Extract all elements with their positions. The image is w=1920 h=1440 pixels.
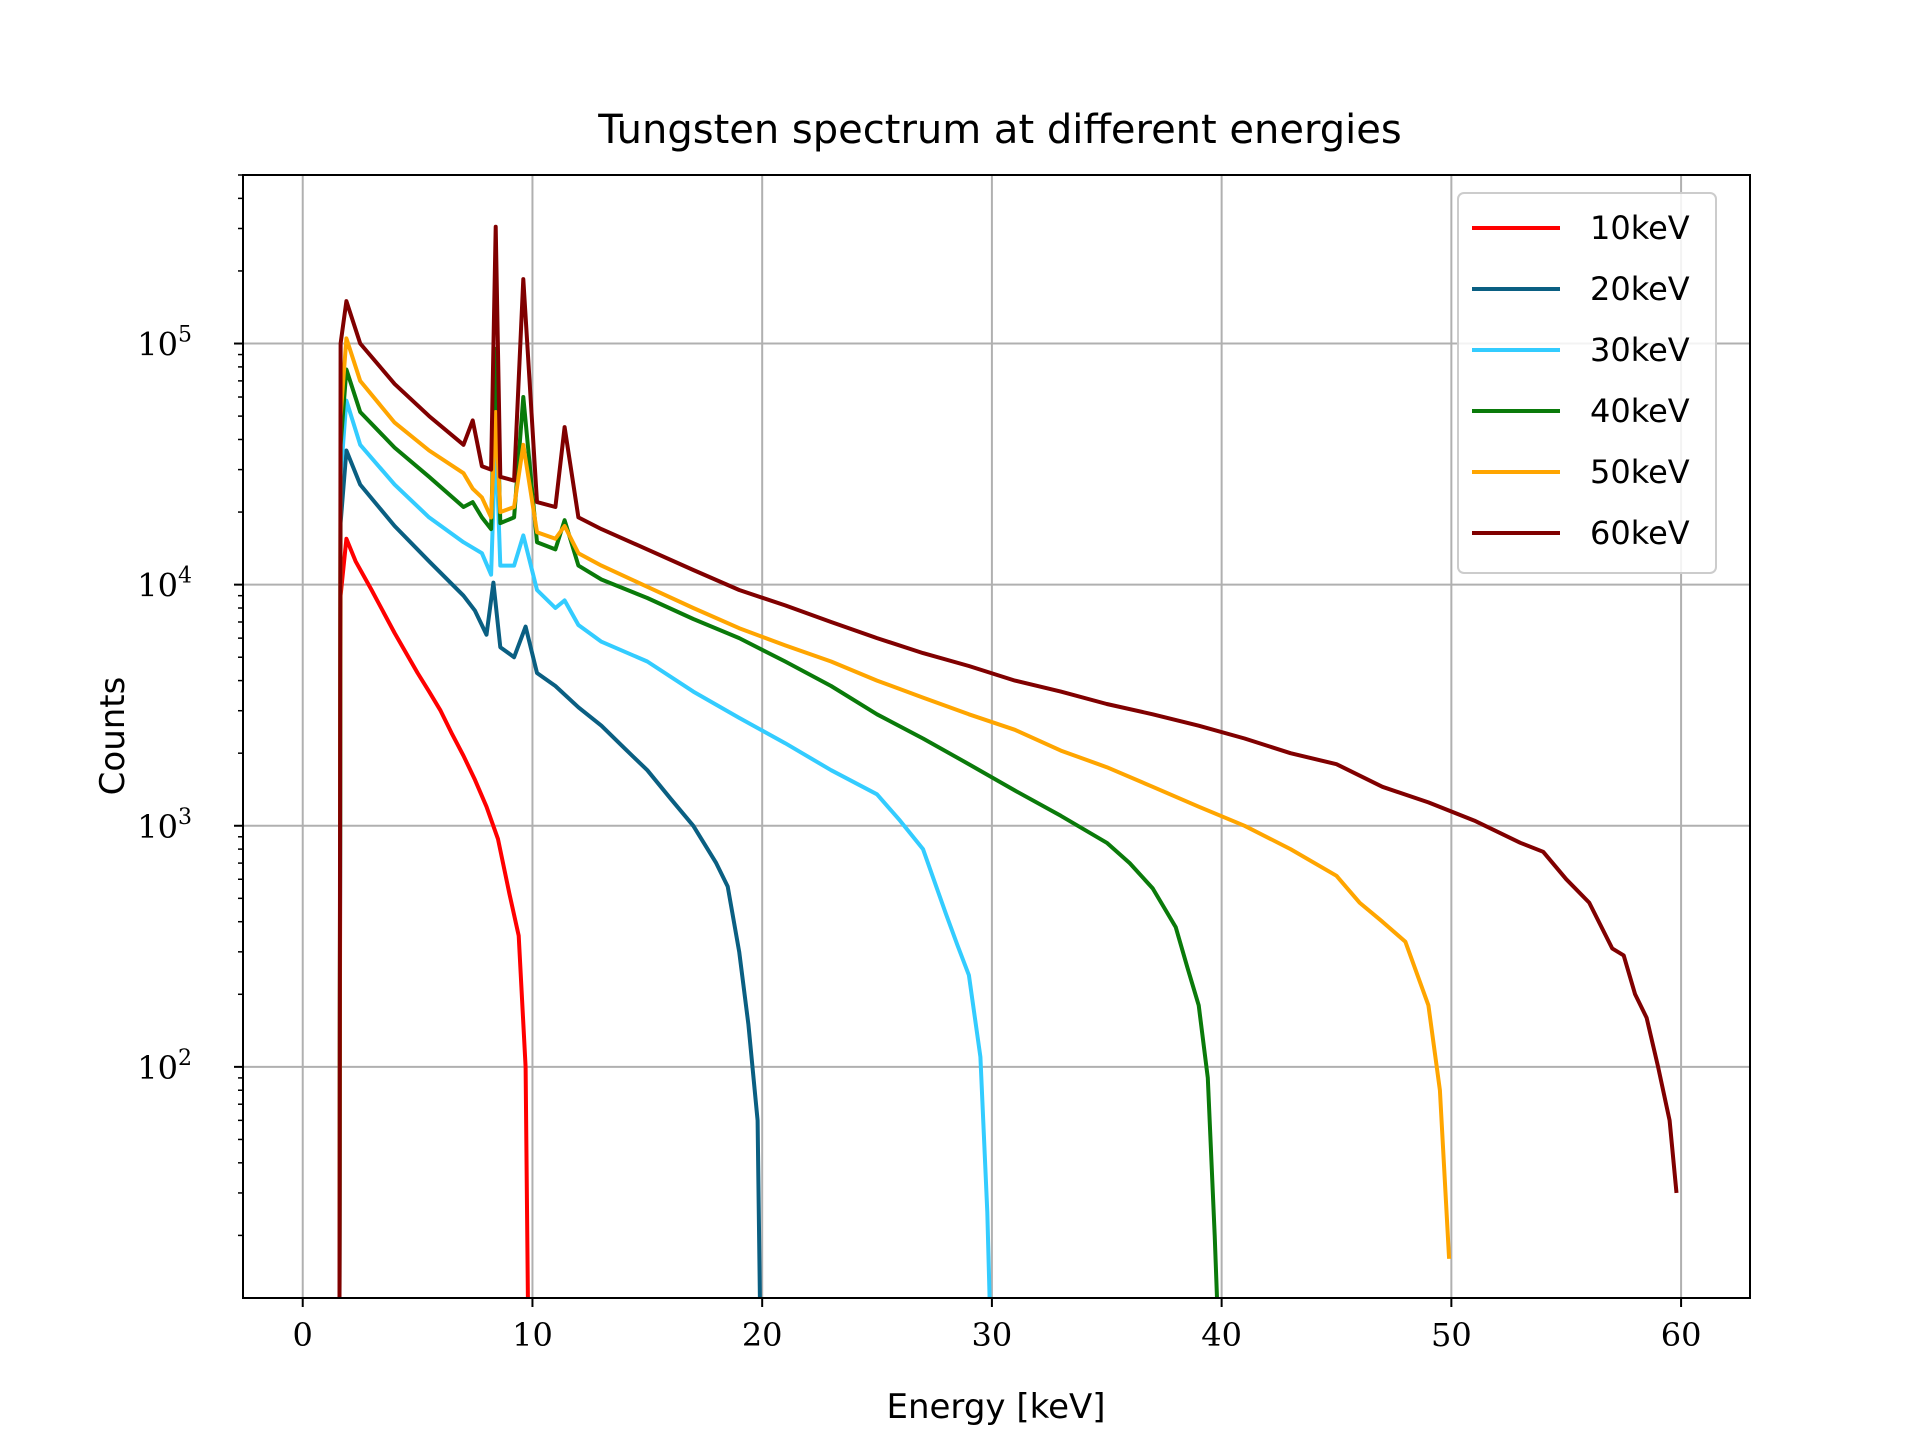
x-tick-label: 30	[972, 1316, 1013, 1354]
x-tick-label: 10	[512, 1316, 553, 1354]
x-tick-label: 60	[1661, 1316, 1702, 1354]
legend: 10keV 20keV 30keV 40keV 50keV 60keV	[1457, 192, 1717, 574]
chart-title: Tungsten spectrum at different energies	[597, 107, 1401, 153]
series-line-50keV	[337, 336, 1452, 1298]
series-line-30keV	[337, 398, 992, 1298]
legend-label-10keV: 10keV	[1590, 209, 1690, 247]
legend-label-30keV: 30keV	[1590, 331, 1690, 369]
x-tick-label: 0	[293, 1316, 313, 1354]
legend-label-60keV: 60keV	[1590, 514, 1690, 552]
legend-label-20keV: 20keV	[1590, 270, 1690, 308]
x-tick-label: 20	[742, 1316, 783, 1354]
series-line-10keV	[337, 536, 530, 1298]
series-line-20keV	[337, 448, 762, 1298]
legend-label-50keV: 50keV	[1590, 453, 1690, 491]
x-axis-label: Energy [keV]	[886, 1387, 1105, 1427]
series-line-40keV	[337, 346, 1219, 1298]
legend-label-40keV: 40keV	[1590, 392, 1690, 430]
x-tick-label: 40	[1201, 1316, 1242, 1354]
series-line-60keV	[337, 224, 1679, 1298]
plot-frame	[242, 174, 1751, 1299]
y-axis-label: Counts	[93, 677, 133, 796]
x-tick-label: 50	[1431, 1316, 1472, 1354]
series-group	[337, 224, 1679, 1298]
x-axis: 0 10 20 30 40 50 60	[293, 1298, 1702, 1354]
